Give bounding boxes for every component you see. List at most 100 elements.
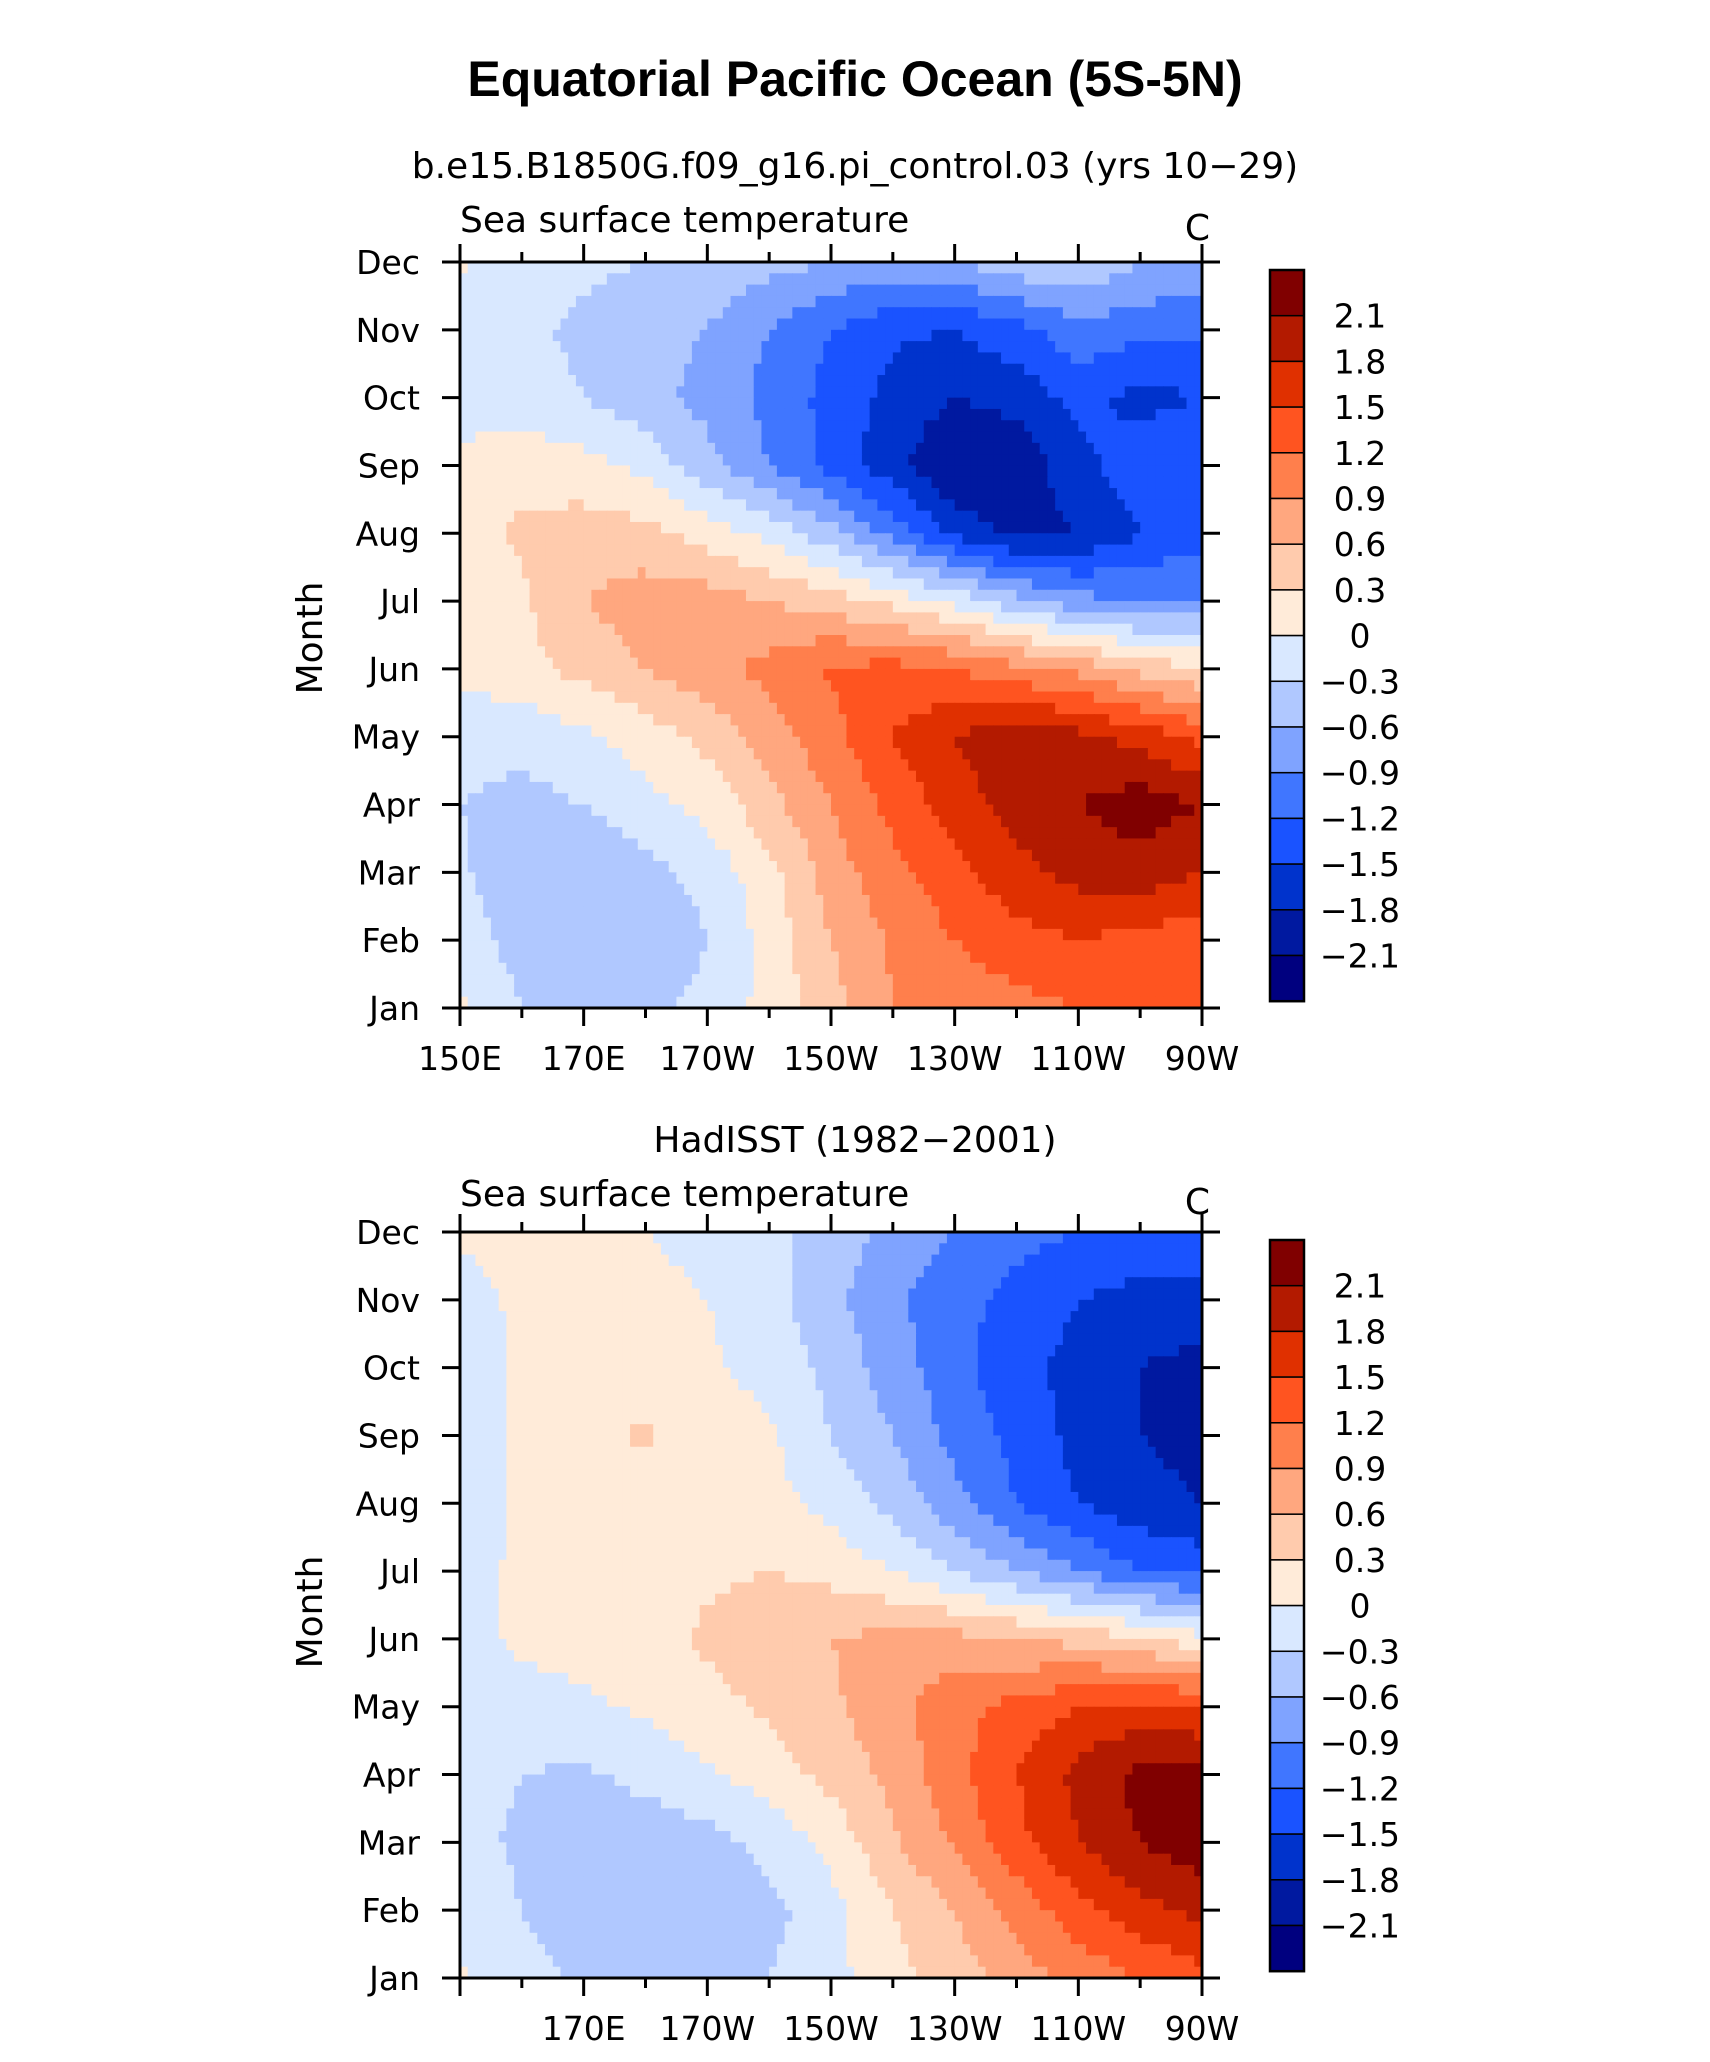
contour-cell — [591, 702, 600, 715]
contour-cell — [560, 827, 569, 840]
contour-cell — [1008, 488, 1018, 500]
contour-cell — [622, 601, 631, 613]
contour-cell — [1163, 646, 1172, 659]
contour-cell — [575, 307, 585, 320]
contour-cell — [475, 838, 484, 851]
contour-cell — [1055, 680, 1064, 693]
contour-cell — [892, 329, 902, 342]
contour-cell — [970, 499, 979, 512]
contour-cell — [823, 476, 832, 489]
contour-cell — [599, 646, 608, 659]
contour-cell — [1186, 352, 1195, 365]
contour-cell — [529, 567, 538, 580]
contour-cell — [653, 499, 662, 512]
contour-cell — [506, 442, 515, 455]
contour-cell — [1024, 465, 1033, 478]
contour-cell — [892, 714, 902, 727]
contour-cell — [1140, 657, 1149, 670]
contour-cell — [1171, 827, 1180, 840]
contour-cell — [490, 635, 500, 647]
contour-cell — [1078, 827, 1087, 840]
contour-cell — [575, 601, 585, 613]
contour-cell — [699, 386, 708, 399]
contour-cell — [1016, 759, 1025, 772]
contour-cell — [900, 544, 909, 557]
contour-cell — [707, 657, 716, 670]
contour-cell — [815, 386, 824, 399]
contour-cell — [985, 307, 994, 320]
contour-cell — [1140, 725, 1149, 738]
contour-cell — [1178, 793, 1188, 806]
contour-cell — [970, 431, 979, 444]
contour-cell — [606, 318, 616, 331]
contour-cell — [970, 838, 979, 851]
contour-cell — [977, 465, 987, 478]
contour-cell — [923, 646, 933, 659]
contour-cell — [614, 680, 623, 693]
contour-cell — [831, 555, 840, 568]
contour-cell — [954, 623, 963, 636]
contour-cell — [1194, 657, 1203, 670]
contour-cell — [614, 533, 623, 546]
contour-cell — [483, 702, 492, 715]
contour-cell — [846, 284, 855, 297]
contour-cell — [769, 386, 778, 399]
contour-cell — [923, 635, 933, 647]
contour-cell — [722, 612, 732, 625]
contour-cell — [1047, 759, 1056, 772]
contour-cell — [545, 442, 554, 455]
contour-cell — [753, 499, 763, 512]
contour-cell — [1078, 793, 1087, 806]
contour-cell — [1109, 759, 1118, 772]
contour-cell — [892, 827, 902, 840]
contour-cell — [800, 838, 809, 851]
contour-cell — [684, 262, 693, 274]
contour-cell — [1008, 589, 1018, 602]
contour-cell — [467, 668, 477, 681]
contour-cell — [545, 680, 554, 693]
contour-cell — [684, 702, 693, 715]
contour-cell — [745, 815, 755, 828]
contour-cell — [691, 601, 701, 613]
contour-cell — [630, 544, 639, 557]
contour-cell — [475, 476, 484, 489]
contour-cell — [691, 510, 701, 523]
contour-cell — [715, 680, 724, 693]
contour-cell — [738, 680, 747, 693]
contour-cell — [583, 589, 592, 602]
contour-cell — [993, 510, 1002, 523]
contour-cell — [645, 273, 654, 286]
contour-cell — [552, 646, 562, 659]
contour-cell — [606, 815, 616, 828]
contour-cell — [1062, 578, 1072, 591]
contour-cell — [970, 748, 979, 760]
contour-cell — [854, 815, 863, 828]
contour-cell — [1055, 623, 1064, 636]
contour-cell — [908, 375, 917, 387]
contour-cell — [568, 295, 577, 308]
contour-cell — [900, 465, 909, 478]
contour-cell — [753, 510, 763, 523]
contour-cell — [514, 702, 523, 715]
contour-cell — [575, 657, 585, 670]
contour-cell — [761, 533, 770, 546]
contour-cell — [537, 827, 546, 840]
contour-cell — [699, 544, 708, 557]
contour-cell — [1186, 488, 1195, 500]
contour-cell — [1047, 714, 1056, 727]
contour-cell — [460, 714, 469, 727]
contour-cell — [715, 476, 724, 489]
contour-cell — [962, 488, 971, 500]
contour-cell — [575, 510, 585, 523]
contour-cell — [1147, 657, 1157, 670]
contour-cell — [939, 612, 948, 625]
contour-cell — [738, 386, 747, 399]
contour-cell — [1147, 759, 1157, 772]
contour-cell — [606, 408, 616, 421]
contour-cell — [823, 499, 832, 512]
contour-cell — [676, 262, 685, 274]
contour-cell — [815, 759, 824, 772]
contour-cell — [1001, 623, 1010, 636]
contour-cell — [653, 555, 662, 568]
contour-cell — [475, 341, 484, 354]
